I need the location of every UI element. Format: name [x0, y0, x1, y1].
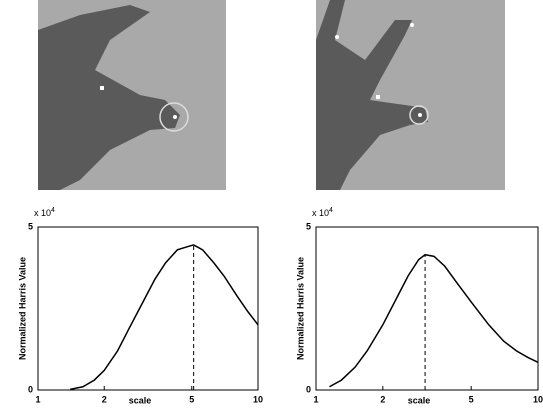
x-axis-label: scale [408, 395, 431, 405]
x-tick-label: 1 [35, 394, 40, 404]
x-tick-label: 5 [189, 394, 194, 404]
data-line [69, 244, 259, 391]
x-tick-label: 2 [102, 394, 107, 404]
x-tick-label: 10 [533, 394, 543, 404]
y-multiplier-base: x 10 [312, 208, 329, 218]
y-multiplier-exponent: 4 [329, 207, 333, 214]
x-tick-label: 1 [313, 394, 318, 404]
y-axis-label: Normalized Harris Value [295, 257, 305, 360]
x-axis-label: scale [129, 395, 152, 405]
y-tick-label: 0 [306, 384, 311, 394]
x-tick-label: 5 [469, 394, 474, 404]
x-tick-label: 10 [253, 394, 263, 404]
y-tick-label: 0 [28, 384, 33, 394]
x-tick-label: 2 [380, 394, 385, 404]
plot-frame [315, 226, 539, 391]
photo-right [316, 0, 505, 190]
y-multiplier-exponent: 4 [51, 207, 55, 214]
y-tick-label: 5 [28, 221, 33, 231]
y-multiplier: x 104 [312, 207, 333, 219]
data-line [329, 253, 539, 388]
y-axis-label: Normalized Harris Value [17, 257, 27, 360]
y-tick-label: 5 [306, 221, 311, 231]
y-multiplier-base: x 10 [34, 208, 51, 218]
photo-left [38, 0, 226, 190]
y-multiplier: x 104 [34, 207, 55, 219]
plot-frame [37, 226, 259, 391]
